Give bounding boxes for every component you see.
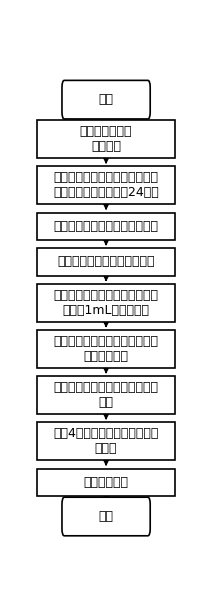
- Text: 经过4小时后从平板硫化机中取
出试样: 经过4小时后从平板硫化机中取 出试样: [53, 427, 158, 455]
- FancyBboxPatch shape: [37, 213, 174, 240]
- FancyBboxPatch shape: [62, 497, 150, 536]
- Text: 放在平板硫化机工作台上待处理: 放在平板硫化机工作台上待处理: [53, 220, 158, 233]
- FancyBboxPatch shape: [37, 284, 174, 322]
- FancyBboxPatch shape: [37, 330, 174, 368]
- Text: 制作液体流出口和正方形开口: 制作液体流出口和正方形开口: [57, 255, 154, 268]
- FancyBboxPatch shape: [37, 248, 174, 276]
- Text: 把聚酯薄膜从一侧开始紧密地盖
在环氧树脂上: 把聚酯薄膜从一侧开始紧密地盖 在环氧树脂上: [53, 335, 158, 363]
- Text: 结束: 结束: [98, 510, 113, 523]
- FancyBboxPatch shape: [37, 120, 174, 158]
- FancyBboxPatch shape: [62, 81, 150, 119]
- FancyBboxPatch shape: [37, 422, 174, 460]
- FancyBboxPatch shape: [37, 376, 174, 414]
- Text: 用酒精擦拭聚酯薄膜表面，放入
恒温干燥箱中干燥处理24小时: 用酒精擦拭聚酯薄膜表面，放入 恒温干燥箱中干燥处理24小时: [53, 171, 158, 199]
- Text: 制作圆形试样: 制作圆形试样: [83, 475, 128, 489]
- Text: 用注射器向开口内预先设定的位
置加入1mL的环氧树脂: 用注射器向开口内预先设定的位 置加入1mL的环氧树脂: [53, 289, 158, 317]
- Text: 通过平板硫化机进行加压、加热
处理: 通过平板硫化机进行加压、加热 处理: [53, 381, 158, 409]
- Text: 开始: 开始: [98, 93, 113, 106]
- Text: 制作片状的聚酯
薄膜试样: 制作片状的聚酯 薄膜试样: [80, 125, 132, 153]
- FancyBboxPatch shape: [37, 166, 174, 204]
- FancyBboxPatch shape: [37, 469, 174, 496]
